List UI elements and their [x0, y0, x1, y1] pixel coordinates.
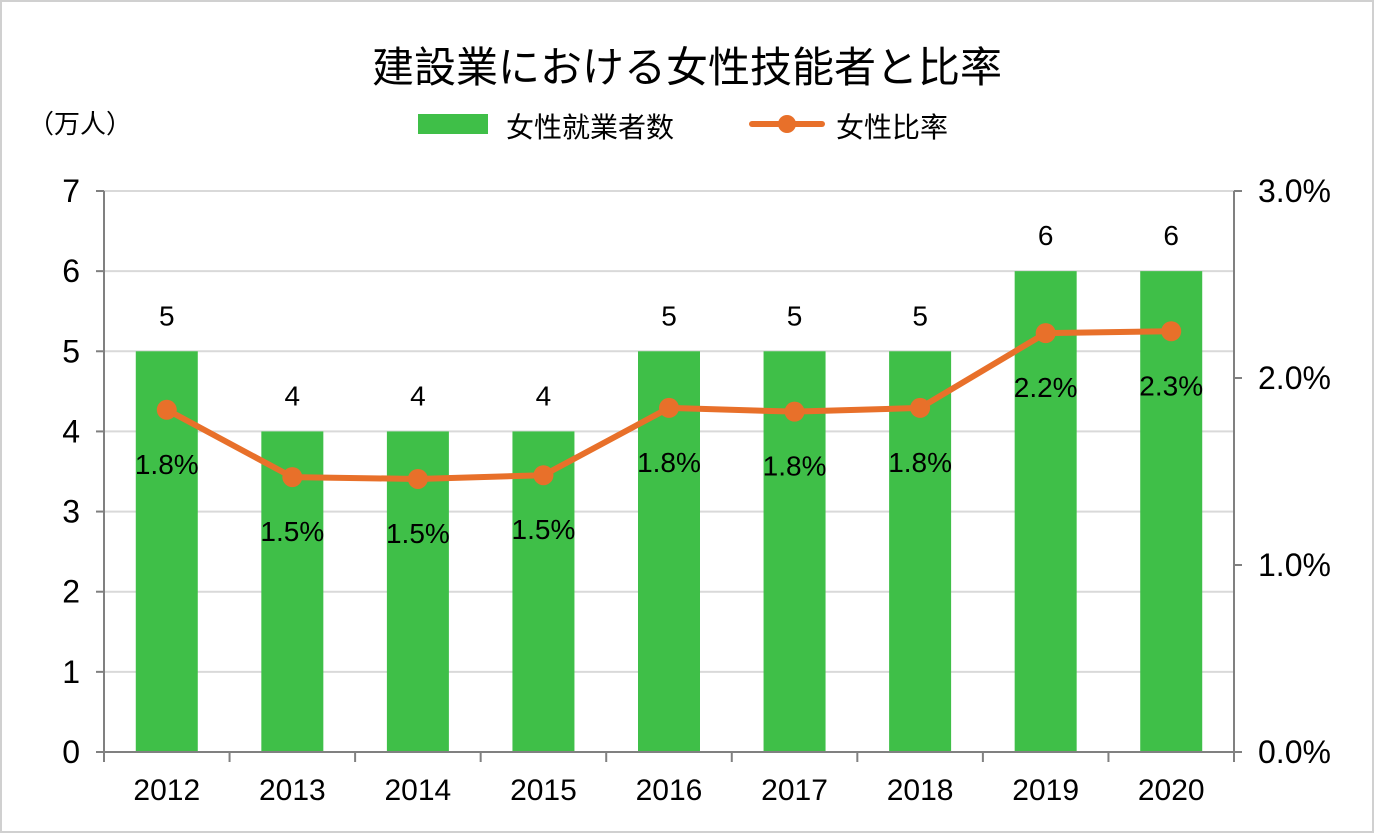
x-axis-tick-label: 2020	[1138, 774, 1205, 807]
bar-value-label: 4	[410, 380, 426, 411]
left-axis-tick-label: 6	[62, 253, 80, 289]
bar	[1014, 271, 1077, 752]
ratio-value-label: 1.8%	[135, 449, 199, 480]
ratio-point	[407, 468, 428, 489]
ratio-point	[1161, 321, 1182, 342]
left-axis-tick-label: 7	[62, 173, 80, 209]
x-axis-tick-label: 2015	[510, 774, 577, 807]
ratio-value-label: 1.5%	[386, 518, 450, 549]
ratio-value-label: 1.8%	[763, 451, 827, 482]
bar-value-label: 4	[536, 380, 552, 411]
left-axis-tick-label: 2	[62, 574, 80, 610]
bar-value-label: 4	[285, 380, 301, 411]
right-axis-tick-label: 0.0%	[1258, 734, 1331, 770]
chart-title: 建設業における女性技能者と比率	[371, 43, 1002, 92]
x-axis-tick-label: 2014	[385, 774, 452, 807]
ratio-point	[533, 465, 554, 486]
bar	[1140, 271, 1203, 752]
ratio-value-label: 1.8%	[888, 447, 952, 478]
left-axis-tick-label: 4	[62, 413, 80, 449]
x-axis-tick-label: 2012	[133, 774, 200, 807]
bar-value-label: 5	[661, 300, 677, 331]
x-axis-tick-label: 2019	[1012, 774, 1079, 807]
ratio-point	[156, 399, 177, 420]
left-axis-tick-label: 3	[62, 494, 80, 530]
ratio-point	[1035, 323, 1056, 344]
right-axis-tick-label: 1.0%	[1258, 547, 1331, 583]
bar-value-label: 5	[912, 300, 928, 331]
bar-value-label: 5	[787, 300, 803, 331]
legend-bar-label: 女性就業者数	[506, 111, 675, 144]
legend-bar-swatch	[418, 114, 488, 134]
left-axis-tick-label: 0	[62, 734, 80, 770]
ratio-value-label: 1.8%	[637, 447, 701, 478]
right-axis-tick-label: 3.0%	[1258, 173, 1331, 209]
legend-line-label: 女性比率	[836, 111, 949, 144]
legend-line-swatch	[749, 115, 825, 133]
right-axis-tick-label: 2.0%	[1258, 360, 1331, 396]
x-axis-tick-label: 2013	[259, 774, 326, 807]
ratio-point	[659, 397, 679, 418]
bar-value-label: 5	[159, 300, 175, 331]
ratio-point	[282, 467, 303, 488]
bar-value-label: 6	[1163, 220, 1179, 251]
left-axis-unit: （万人）	[28, 110, 133, 140]
ratio-value-label: 1.5%	[260, 516, 324, 547]
left-axis-tick-label: 5	[62, 333, 80, 369]
left-axis-tick-label: 1	[62, 654, 80, 690]
ratio-point	[910, 397, 931, 418]
bar	[889, 351, 952, 752]
ratio-point	[784, 401, 805, 422]
ratio-value-label: 1.5%	[512, 514, 576, 545]
x-axis-tick-label: 2017	[761, 774, 828, 807]
x-axis-tick-label: 2016	[636, 774, 703, 807]
ratio-value-label: 2.2%	[1014, 372, 1078, 403]
x-axis-tick-label: 2018	[887, 774, 954, 807]
bar-value-label: 6	[1038, 220, 1054, 251]
ratio-value-label: 2.3%	[1139, 370, 1203, 401]
